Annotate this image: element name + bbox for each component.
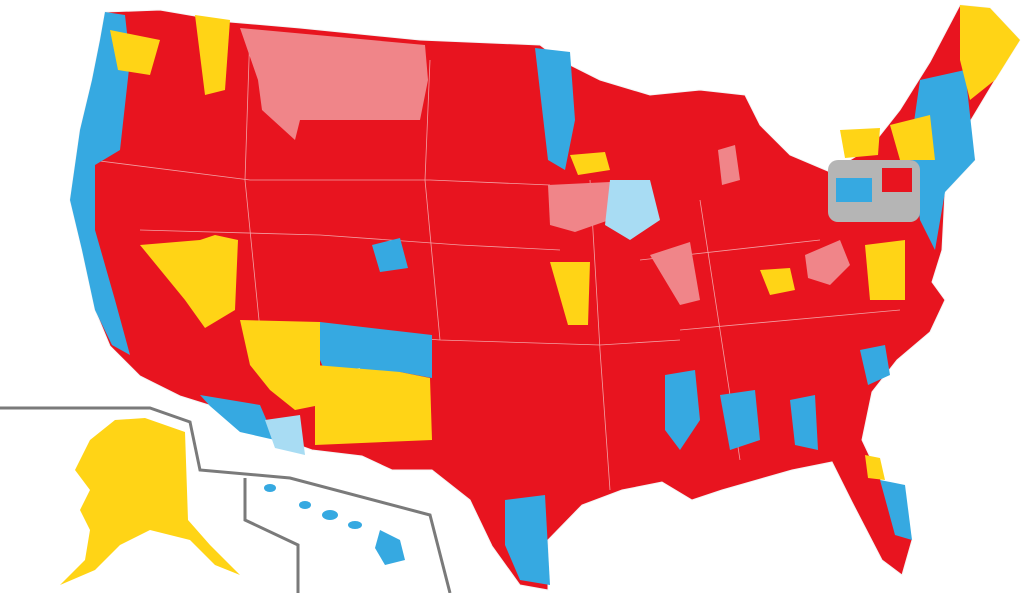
inset-cells (882, 168, 912, 192)
hawaii (264, 484, 405, 565)
yellow-area (195, 15, 230, 95)
yellow-area (240, 320, 320, 410)
contiguous-us (69, 4, 1021, 591)
border (589, 179, 611, 491)
yellow-area (890, 115, 935, 160)
border-line (243, 478, 300, 593)
yellow-area (315, 365, 432, 445)
border (679, 309, 901, 331)
island (264, 484, 276, 492)
blue-area (505, 495, 550, 585)
blue-area (860, 345, 890, 385)
blue-area (665, 370, 700, 450)
border-line (0, 406, 452, 593)
alaska (60, 418, 240, 585)
yellow-area (865, 455, 885, 480)
inset-cells (836, 178, 872, 202)
light-blue-area (605, 180, 660, 240)
light-red-area (805, 240, 850, 285)
border (91, 159, 551, 186)
island (299, 501, 311, 509)
blue-area (200, 395, 275, 440)
inset-borders (0, 406, 452, 593)
island (375, 530, 405, 565)
yellow-area (865, 240, 905, 300)
blue-area (790, 395, 818, 450)
blue-area (70, 12, 130, 355)
island (348, 521, 362, 529)
yellow-area (960, 5, 1020, 100)
blue-area (535, 48, 575, 170)
light-red-area (650, 242, 700, 305)
blue-area (880, 480, 912, 540)
light-red-area (718, 145, 740, 185)
light-red-area (548, 182, 615, 232)
yellow-area (840, 128, 880, 158)
light-red-area (240, 28, 428, 140)
yellow-area (110, 30, 160, 75)
border (139, 229, 561, 251)
island (322, 510, 338, 520)
yellow-area (570, 152, 610, 175)
blue-area (910, 70, 975, 250)
blue-area (720, 390, 760, 450)
light-blue-area (265, 415, 305, 455)
yellow-area (550, 262, 590, 325)
yellow-area (760, 268, 795, 295)
district-lines (91, 29, 901, 491)
border (424, 59, 441, 341)
yellow-area (140, 235, 238, 328)
border (244, 29, 261, 331)
blue-area (372, 238, 408, 272)
